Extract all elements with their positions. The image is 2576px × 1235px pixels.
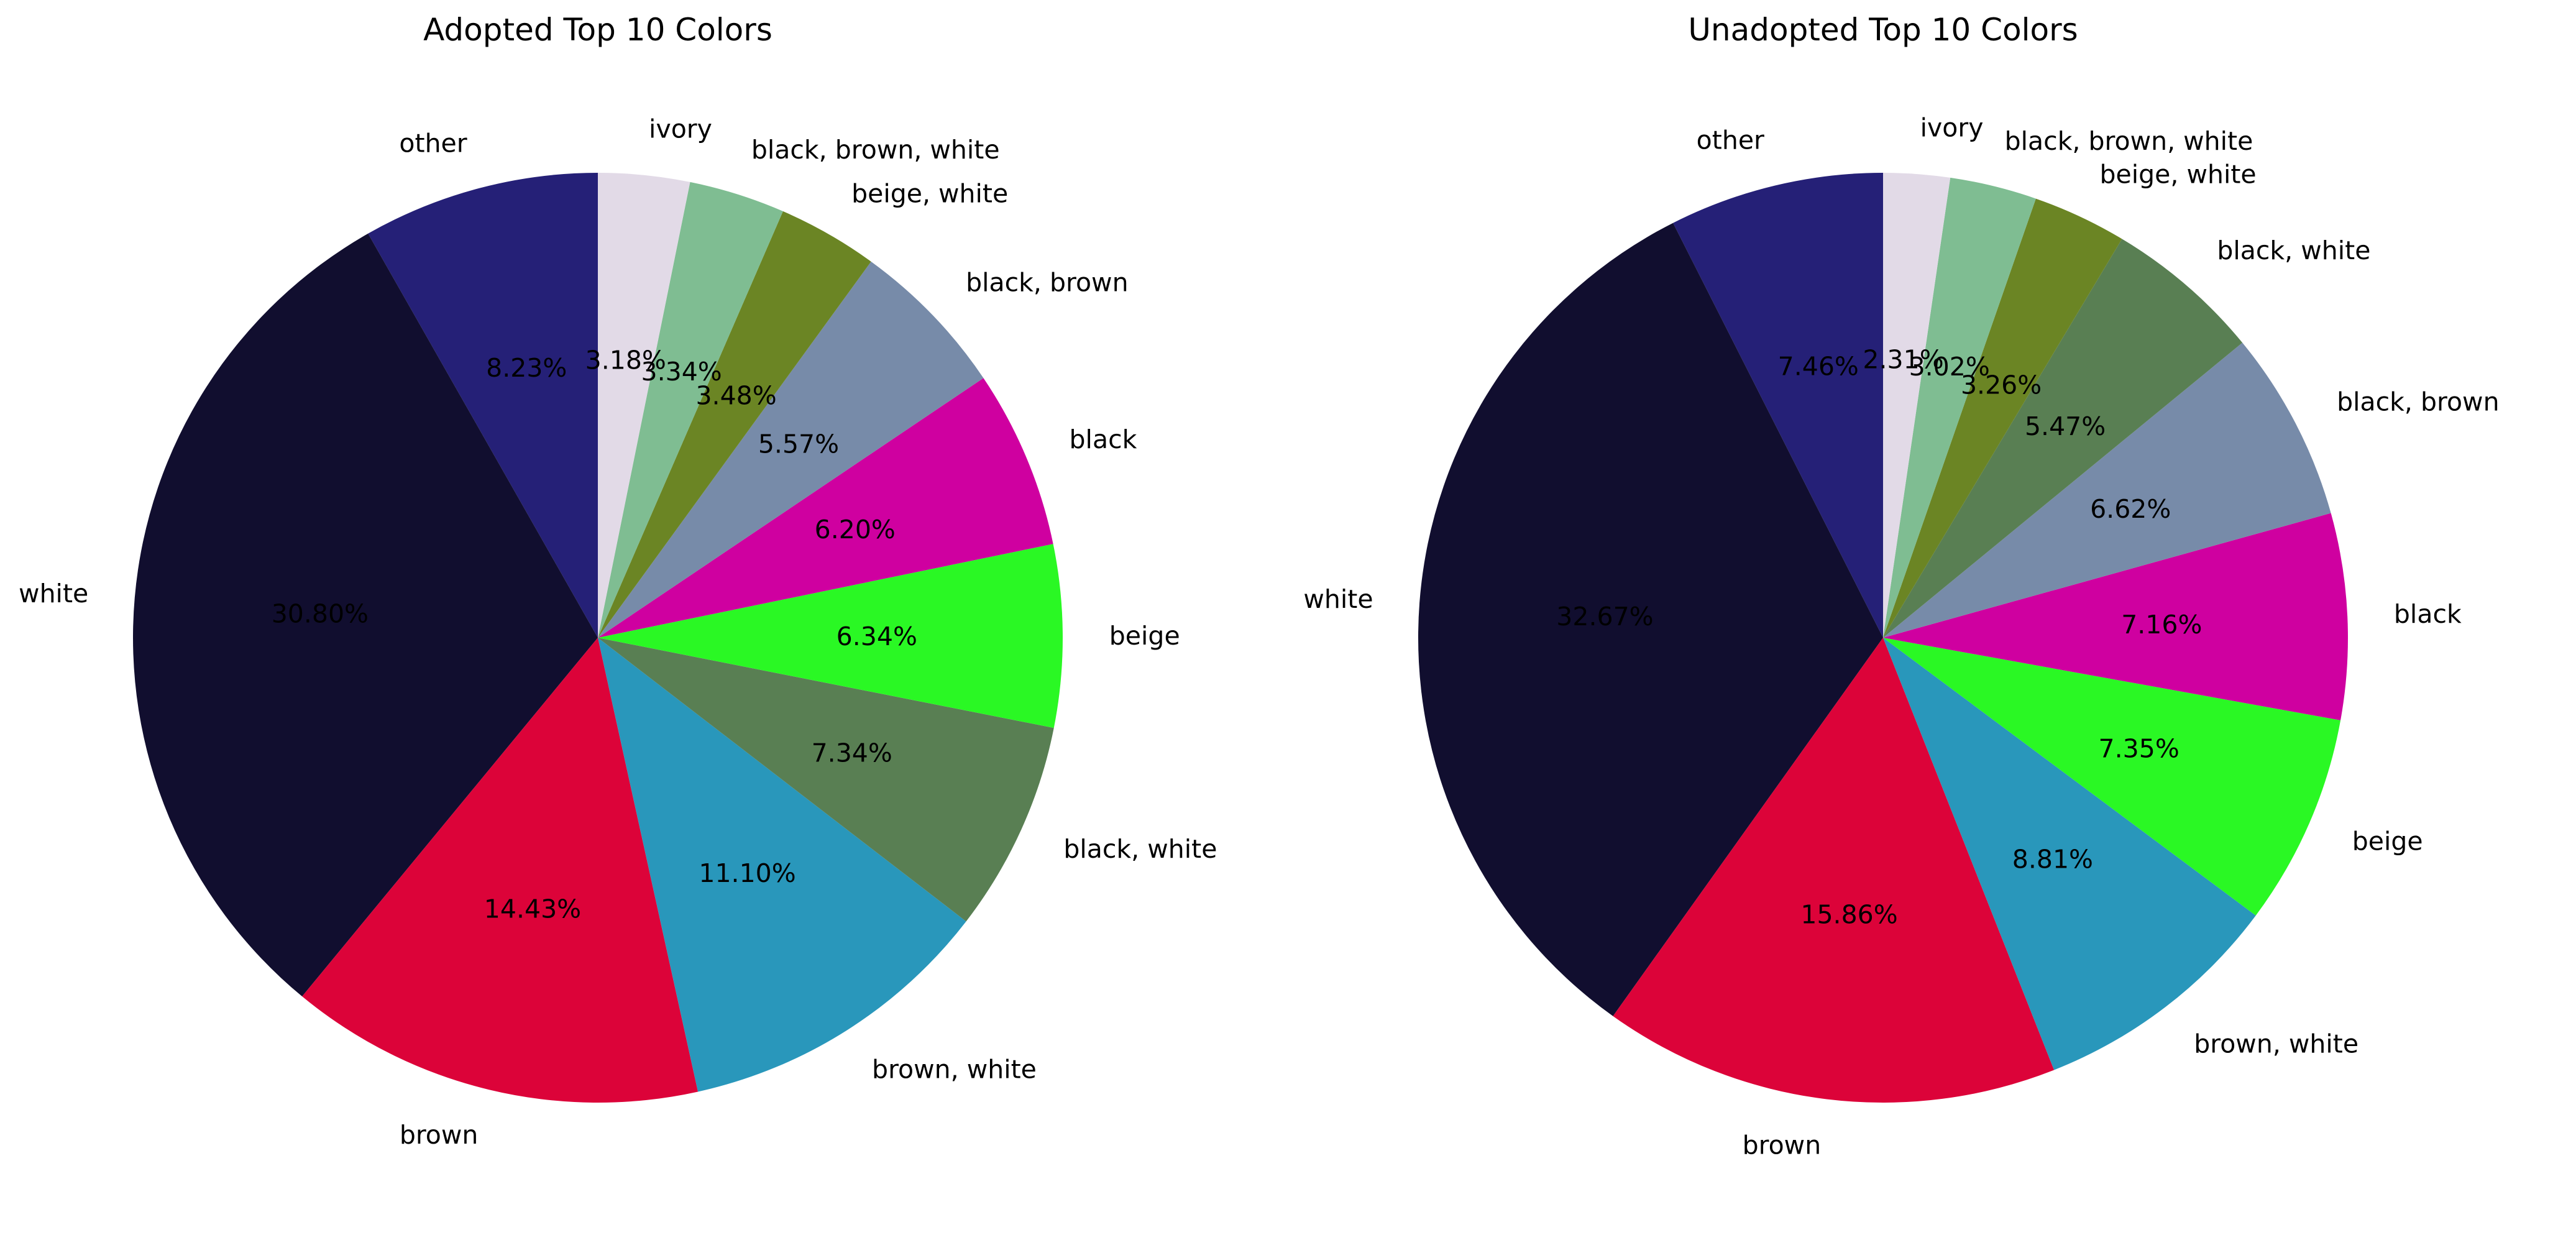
adopted-pct-label-brown-white: 11.10% <box>699 858 795 888</box>
adopted-pct-label-black-white: 7.34% <box>812 738 892 768</box>
unadopted-slice-black-white <box>1883 239 2243 638</box>
adopted-slice-ivory <box>598 173 690 638</box>
adopted-pct-label-white: 30.80% <box>272 599 369 628</box>
unadopted-category-label-black-brown-white: black, brown, white <box>2005 126 2253 156</box>
unadopted-pct-label-beige: 7.35% <box>2099 734 2180 764</box>
adopted-pct-label-beige-white: 3.48% <box>695 380 776 410</box>
unadopted-pct-label-black-brown: 6.62% <box>2090 494 2171 524</box>
unadopted-category-label-ivory: ivory <box>1920 112 1984 142</box>
adopted-slice-black-brown-white <box>598 181 783 638</box>
adopted-slice-beige-white <box>598 211 871 638</box>
unadopted-pct-label-black-brown-white: 3.02% <box>1909 352 1990 382</box>
unadopted-category-label-white: white <box>1303 584 1373 614</box>
unadopted-slice-beige-white <box>1883 198 2122 638</box>
unadopted-pct-label-black-white: 5.47% <box>2025 411 2106 441</box>
unadopted-category-label-black-white: black, white <box>2217 236 2370 265</box>
unadopted-category-label-brown-white: brown, white <box>2194 1029 2358 1058</box>
unadopted-slice-brown-white <box>1883 638 2256 1070</box>
unadopted-slice-brown <box>1613 638 2055 1103</box>
adopted-pct-label-black: 6.20% <box>815 515 896 544</box>
unadopted-pie-slices <box>1418 173 2348 1103</box>
unadopted-category-labels: other white brown brown, white beige black bla… <box>1303 112 2499 1160</box>
adopted-category-label-white: white <box>19 579 88 608</box>
adopted-category-label-other: other <box>399 129 467 158</box>
unadopted-category-label-other: other <box>1697 126 1764 155</box>
unadopted-slice-ivory <box>1883 173 1951 638</box>
adopted-category-label-beige: beige <box>1109 621 1180 651</box>
adopted-pct-label-ivory: 3.18% <box>585 345 666 375</box>
adopted-category-labels: other white brown brown, white black, white b… <box>19 114 1217 1150</box>
adopted-category-label-black-white: black, white <box>1063 834 1217 864</box>
adopted-slice-beige <box>598 544 1063 728</box>
unadopted-pct-label-ivory: 2.31% <box>1863 344 1943 374</box>
adopted-percentage-labels: 8.23% 30.80% 14.43% 11.10% 7.34% 6.34% 6.20% 5.… <box>272 345 917 924</box>
unadopted-pct-label-brown: 15.86% <box>1800 899 1897 929</box>
unadopted-slice-black-brown-white <box>1883 177 2036 638</box>
adopted-slice-black <box>598 378 1053 638</box>
adopted-pct-label-black-brown-white: 3.34% <box>641 357 722 387</box>
unadopted-slice-other <box>1673 173 1883 638</box>
unadopted-pct-label-beige-white: 3.26% <box>1961 370 2042 400</box>
adopted-chart-title: Adopted Top 10 Colors <box>423 12 772 48</box>
adopted-pie-slices <box>132 173 1063 1103</box>
unadopted-category-label-black-brown: black, brown <box>2337 387 2499 417</box>
adopted-category-label-black-brown: black, brown <box>966 268 1128 298</box>
adopted-pie-chart: Adopted Top 10 Colors 8.23% 30.80% 14.43% 1… <box>19 12 1217 1150</box>
adopted-slice-black-white <box>598 638 1054 922</box>
adopted-pct-label-other: 8.23% <box>486 353 567 383</box>
adopted-slice-brown <box>302 638 699 1103</box>
unadopted-slice-black <box>1883 513 2348 720</box>
unadopted-category-label-beige-white: beige, white <box>2099 160 2256 190</box>
unadopted-pct-label-white: 32.67% <box>1556 602 1653 631</box>
adopted-category-label-ivory: ivory <box>649 114 712 144</box>
adopted-category-label-brown-white: brown, white <box>872 1055 1037 1085</box>
unadopted-slice-beige <box>1883 638 2341 916</box>
adopted-slice-black-brown <box>598 261 984 638</box>
unadopted-pct-label-other: 7.46% <box>1778 351 1859 381</box>
adopted-category-label-beige-white: beige, white <box>851 179 1008 209</box>
unadopted-chart-title: Unadopted Top 10 Colors <box>1688 12 2078 48</box>
adopted-slice-other <box>368 173 598 638</box>
unadopted-category-label-black: black <box>2394 599 2462 629</box>
unadopted-pct-label-brown-white: 8.81% <box>2012 844 2093 874</box>
adopted-category-label-black: black <box>1070 425 1137 454</box>
unadopted-category-label-beige: beige <box>2352 827 2423 856</box>
adopted-slice-brown-white <box>598 638 966 1092</box>
unadopted-category-label-brown: brown <box>1743 1131 1822 1160</box>
adopted-category-label-black-brown-white: black, brown, white <box>751 135 1000 165</box>
adopted-slice-white <box>132 233 598 997</box>
unadopted-slice-white <box>1418 223 1883 1016</box>
unadopted-percentage-labels: 7.46% 32.67% 15.86% 8.81% 7.35% 7.16% 6.62% 5.4… <box>1556 344 2202 929</box>
unadopted-pct-label-black: 7.16% <box>2121 610 2202 640</box>
unadopted-slice-black-brown <box>1883 342 2331 638</box>
adopted-pct-label-beige: 6.34% <box>837 622 917 651</box>
adopted-pct-label-brown: 14.43% <box>484 894 581 924</box>
unadopted-pie-chart: Unadopted Top 10 Colors 7.46% 32.67% 15.86… <box>1303 12 2499 1160</box>
adopted-category-label-brown: brown <box>400 1120 479 1150</box>
adopted-pct-label-black-brown: 5.57% <box>758 429 839 459</box>
